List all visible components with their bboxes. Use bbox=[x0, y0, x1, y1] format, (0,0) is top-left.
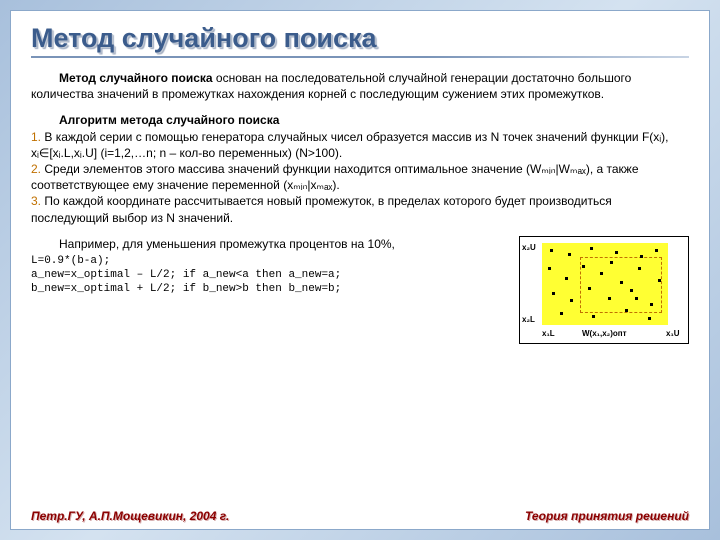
scatter-dot bbox=[560, 312, 563, 315]
scatter-dot bbox=[600, 272, 603, 275]
intro-paragraph: Метод случайного поиска основан на после… bbox=[31, 70, 689, 102]
example-line: Например, для уменьшения промежутка проц… bbox=[31, 236, 511, 252]
scatter-dot bbox=[615, 251, 618, 254]
scatter-dot bbox=[648, 317, 651, 320]
scatter-dot bbox=[552, 292, 555, 295]
code-line-3: b_new=x_optimal + L/2; if b_new>b then b… bbox=[31, 282, 511, 296]
footer-left: Петр.ГУ, А.П.Мощевикин, 2004 г. bbox=[31, 509, 229, 523]
step3-text: По каждой координате рассчитывается новы… bbox=[31, 194, 612, 224]
code-block: L=0.9*(b-a); a_new=x_optimal – L/2; if a… bbox=[31, 254, 511, 297]
step1-num: 1. bbox=[31, 130, 41, 144]
slide-content-area: Метод случайного поиска Метод случайного… bbox=[10, 10, 710, 530]
code-line-1: L=0.9*(b-a); bbox=[31, 254, 511, 268]
scatter-diagram: x₂U x₂L x₁L x₁U W(x₁,x₂)опт bbox=[519, 236, 689, 344]
label-x2u: x₂U bbox=[522, 243, 536, 254]
example-row: Например, для уменьшения промежутка проц… bbox=[31, 236, 689, 344]
footer-right: Теория принятия решений bbox=[525, 509, 689, 523]
title-divider bbox=[31, 56, 689, 58]
scatter-dot bbox=[588, 287, 591, 290]
intro-bold: Метод случайного поиска bbox=[59, 71, 213, 85]
label-x1u: x₁U bbox=[666, 329, 680, 340]
algo-header: Алгоритм метода случайного поиска bbox=[31, 112, 689, 128]
slide-frame: Метод случайного поиска Метод случайного… bbox=[0, 0, 720, 540]
scatter-dot bbox=[592, 315, 595, 318]
label-x1l: x₁L bbox=[542, 329, 555, 340]
scatter-dot bbox=[568, 253, 571, 256]
scatter-dot bbox=[630, 289, 633, 292]
slide-title: Метод случайного поиска bbox=[31, 23, 689, 54]
scatter-dot bbox=[620, 281, 623, 284]
label-x2l: x₂L bbox=[522, 315, 535, 326]
step1-text: В каждой серии с помощью генератора случ… bbox=[31, 130, 668, 160]
scatter-dot bbox=[658, 279, 661, 282]
scatter-dot bbox=[638, 267, 641, 270]
step2-text: Среди элементов этого массива значений ф… bbox=[31, 162, 639, 192]
step2-num: 2. bbox=[31, 162, 41, 176]
scatter-dot bbox=[655, 249, 658, 252]
body-content: Метод случайного поиска основан на после… bbox=[31, 70, 689, 344]
scatter-dot bbox=[608, 297, 611, 300]
scatter-dot bbox=[650, 303, 653, 306]
scatter-dot bbox=[610, 261, 613, 264]
scatter-dot bbox=[635, 297, 638, 300]
scatter-dot bbox=[565, 277, 568, 280]
scatter-dot bbox=[640, 255, 643, 258]
scatter-dot bbox=[548, 267, 551, 270]
algorithm-block: Алгоритм метода случайного поиска 1. В к… bbox=[31, 112, 689, 225]
scatter-dot bbox=[550, 249, 553, 252]
scatter-dot bbox=[625, 309, 628, 312]
example-text-block: Например, для уменьшения промежутка проц… bbox=[31, 236, 511, 297]
step3-num: 3. bbox=[31, 194, 41, 208]
scatter-dot bbox=[582, 265, 585, 268]
footer: Петр.ГУ, А.П.Мощевикин, 2004 г. Теория п… bbox=[31, 509, 689, 523]
label-w: W(x₁,x₂)опт bbox=[582, 329, 627, 340]
scatter-dot bbox=[570, 299, 573, 302]
code-line-2: a_new=x_optimal – L/2; if a_new<a then a… bbox=[31, 268, 511, 282]
scatter-dot bbox=[590, 247, 593, 250]
